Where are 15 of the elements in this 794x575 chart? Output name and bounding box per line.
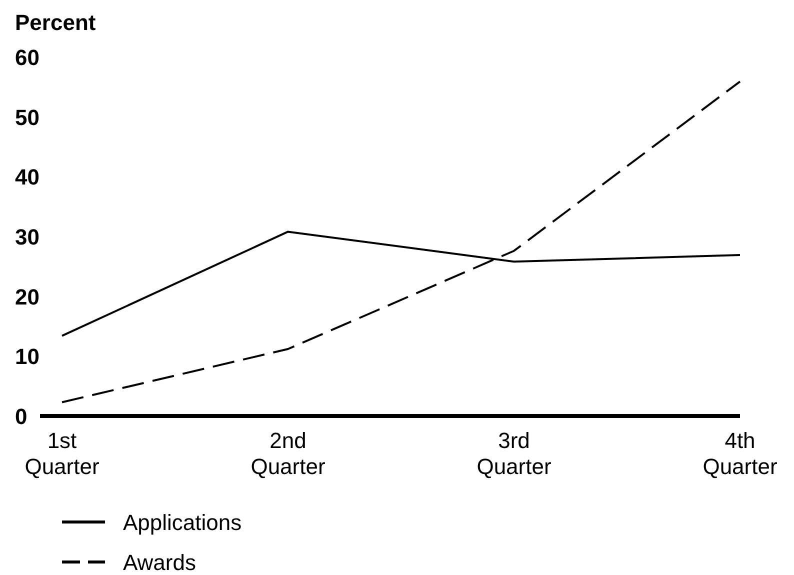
y-axis-title: Percent bbox=[15, 10, 96, 35]
y-tick-label: 20 bbox=[15, 284, 40, 310]
y-tick-label: 50 bbox=[15, 104, 40, 130]
x-tick-label: 1st Quarter bbox=[24, 428, 100, 479]
y-tick-label: 30 bbox=[15, 224, 40, 250]
x-tick-label: 2nd Quarter bbox=[250, 428, 326, 479]
y-tick-label: 0 bbox=[15, 404, 28, 429]
legend-label: Awards bbox=[123, 550, 196, 575]
x-tick-label: 4th Quarter bbox=[702, 428, 778, 479]
legend-label: Applications bbox=[123, 510, 242, 535]
y-tick-label: 10 bbox=[15, 344, 40, 370]
line-series bbox=[61, 80, 741, 404]
y-tick-label: 40 bbox=[15, 164, 40, 190]
y-tick-label: 60 bbox=[15, 45, 40, 70]
x-tick-label: 3rd Quarter bbox=[476, 428, 552, 479]
